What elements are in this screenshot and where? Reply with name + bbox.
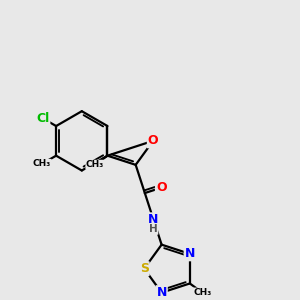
Text: S: S	[140, 262, 149, 275]
Text: CH₃: CH₃	[86, 160, 104, 169]
Text: N: N	[148, 213, 159, 226]
Text: Cl: Cl	[36, 112, 50, 125]
Text: N: N	[156, 286, 167, 299]
Text: CH₃: CH₃	[33, 159, 51, 168]
Text: H: H	[149, 224, 158, 234]
Text: N: N	[184, 247, 195, 260]
Text: CH₃: CH₃	[193, 288, 212, 297]
Text: O: O	[156, 181, 166, 194]
Text: O: O	[148, 134, 158, 147]
